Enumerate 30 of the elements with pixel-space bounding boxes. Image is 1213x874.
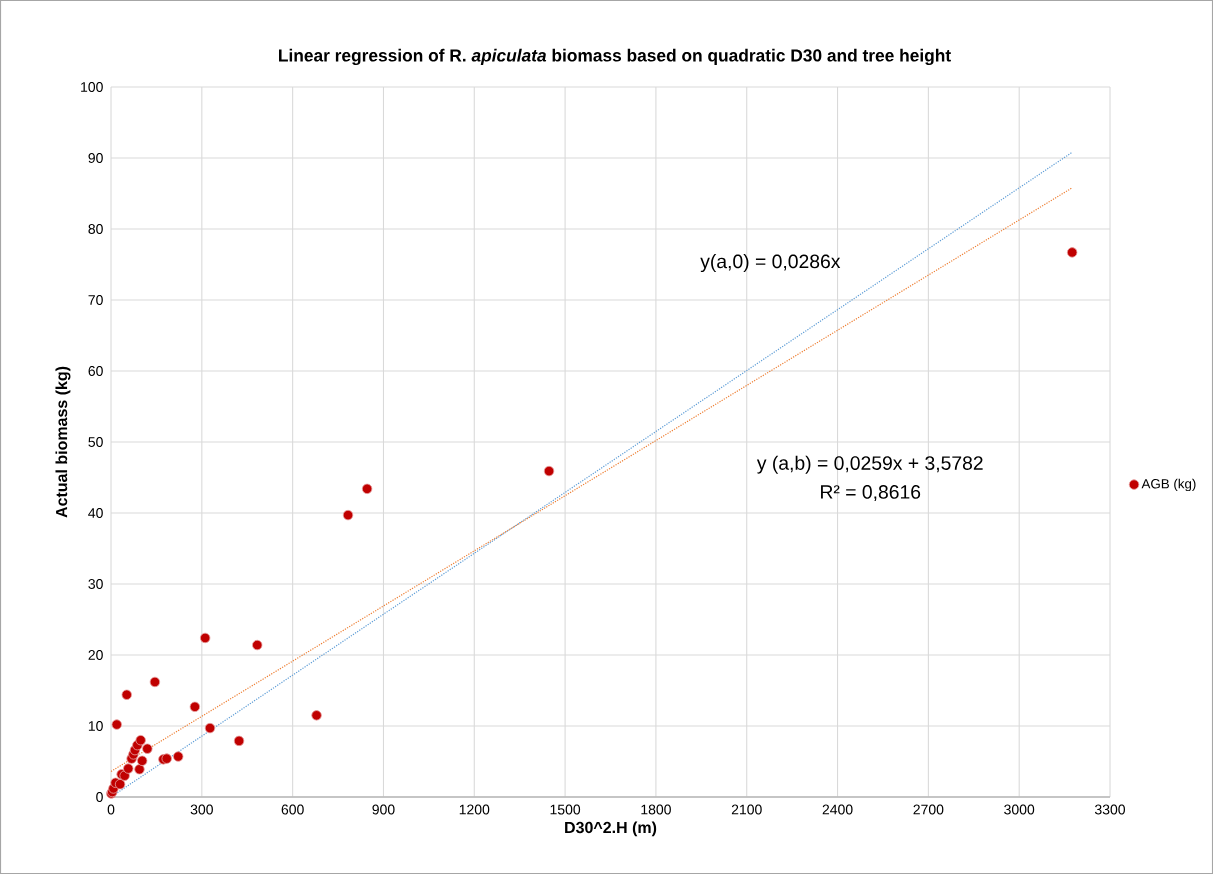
y-tick-label: 30 <box>88 579 103 589</box>
x-axis-title: D30^2.H (m) <box>565 821 657 837</box>
y-tick-label: 10 <box>88 721 103 731</box>
y-tick-label: 80 <box>88 224 103 234</box>
y-tick-label: 50 <box>88 437 103 447</box>
y-tick-label: 90 <box>88 153 103 163</box>
x-tick-label: 300 <box>190 804 213 815</box>
legend-label: AGB (kg) <box>1141 478 1196 492</box>
x-tick-label: 2400 <box>822 804 853 815</box>
x-tick-label: 1800 <box>641 804 671 815</box>
y-tick-label: 100 <box>81 82 103 92</box>
y-axis-title: Actual biomass (kg) <box>55 366 71 518</box>
x-tick-label: 600 <box>281 804 304 815</box>
x-tick-label: 2700 <box>913 804 944 815</box>
y-tick-label: 70 <box>88 295 103 305</box>
annotation: y (a,b) = 0,0259x + 3,5782 <box>756 455 983 474</box>
x-tick-label: 900 <box>372 804 395 815</box>
y-tick-label: 20 <box>88 650 103 660</box>
annotation: R² = 0,8616 <box>821 485 921 502</box>
annotation: y(a,0) = 0,0286x <box>700 254 841 273</box>
chart-title: Linear regression of R. apiculata biomass based on quadratic D30 and tree height <box>279 48 951 66</box>
x-tick-label: 3000 <box>1004 804 1035 815</box>
x-tick-label: 1500 <box>550 804 581 815</box>
x-tick-label: 1200 <box>459 804 490 815</box>
x-tick-label: 0 <box>107 804 115 815</box>
y-tick-label: 40 <box>88 508 103 518</box>
x-tick-label: 3300 <box>1094 804 1126 815</box>
x-tick-label: 2100 <box>731 804 762 815</box>
y-tick-label: 0 <box>96 792 103 802</box>
y-tick-label: 60 <box>88 366 103 376</box>
